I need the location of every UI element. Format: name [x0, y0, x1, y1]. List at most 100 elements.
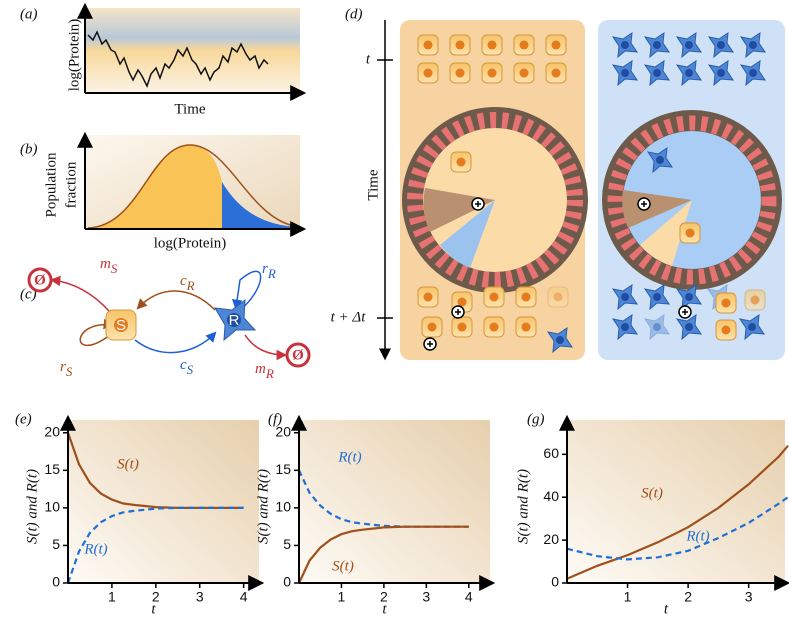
plot-background: [68, 420, 259, 583]
y-tick-label: 60: [543, 445, 559, 461]
rate-label: mS: [100, 256, 118, 276]
s-nucleus: [722, 326, 731, 335]
rate-subscript: R: [267, 266, 276, 281]
r-nucleus: [685, 323, 693, 331]
y-tick-label: 5: [283, 536, 291, 552]
rate-label: rS: [60, 359, 73, 379]
r-nucleus: [656, 156, 664, 164]
y-tick-label: 20: [44, 423, 60, 439]
y-axis-label: log(Protein): [66, 19, 82, 92]
panel-label: (f): [268, 411, 282, 427]
s-nucleus: [456, 41, 465, 50]
r-nucleus: [749, 41, 757, 49]
y-tick-label: 40: [543, 488, 559, 504]
r-nucleus: [621, 293, 629, 301]
panel-background: [85, 8, 300, 93]
time-label: t + Δt: [331, 309, 367, 325]
arrow: [135, 333, 215, 353]
r-nucleus: [653, 323, 661, 331]
rate-subscript: R: [265, 366, 274, 381]
y-tick-label: 15: [275, 461, 291, 477]
s-nucleus: [457, 158, 466, 167]
plot-background: [299, 420, 490, 583]
rate-symbol: m: [255, 361, 266, 377]
rate-subscript: R: [186, 278, 195, 293]
y-tick-label: 0: [52, 574, 60, 590]
y-tick-label: 15: [44, 461, 60, 477]
s-nucleus: [686, 229, 695, 238]
series-label: R(t): [685, 528, 709, 544]
y-tick-label: 5: [52, 536, 60, 552]
s-nucleus: [424, 41, 433, 50]
x-tick-label: 4: [240, 589, 248, 605]
arrow: [138, 291, 215, 310]
plot-background: [567, 420, 785, 583]
sink-label: Ø: [292, 347, 304, 363]
r-nucleus: [685, 293, 693, 301]
sink-label: Ø: [34, 272, 46, 288]
series-label: R(t): [337, 449, 361, 465]
x-tick-label: 1: [338, 589, 346, 605]
s-nucleus: [458, 298, 467, 307]
s-nucleus: [522, 323, 531, 332]
x-tick-label: 2: [684, 589, 692, 605]
arrow: [245, 335, 285, 355]
r-nucleus: [749, 69, 757, 77]
r-nucleus: [653, 293, 661, 301]
r-nucleus: [653, 41, 661, 49]
r-nucleus: [556, 336, 564, 344]
y-axis-label: Population: [43, 152, 59, 218]
panel-a: (a) log(Protein) Time: [20, 6, 303, 117]
r-nucleus: [653, 69, 661, 77]
s-nucleus: [428, 323, 437, 332]
y-axis-label: S(t) and R(t): [515, 469, 531, 544]
r-nucleus: [748, 323, 756, 331]
panel-b: (b) Population fraction log(Protein): [20, 135, 303, 251]
y-tick-label: 10: [44, 499, 60, 515]
rate-label: mR: [255, 361, 274, 381]
time-label: t: [366, 51, 371, 67]
panel-c: (c) S R Ø Ø mScRrRrScSmR: [20, 256, 309, 381]
r-nucleus: [717, 69, 725, 77]
x-tick-label: 1: [624, 589, 632, 605]
rate-subscript: S: [111, 261, 118, 276]
x-tick-label: 4: [465, 589, 473, 605]
x-tick-label: 1: [108, 589, 116, 605]
node-label: R: [229, 312, 240, 329]
figure: (a) log(Protein) Time (b) Population fra…: [0, 0, 789, 618]
s-nucleus: [490, 323, 499, 332]
y-tick-label: 0: [551, 574, 559, 590]
r-nucleus: [621, 69, 629, 77]
s-nucleus: [488, 41, 497, 50]
s-nucleus: [552, 41, 561, 50]
y-tick-label: 20: [543, 531, 559, 547]
s-nucleus: [424, 69, 433, 78]
s-nucleus: [520, 69, 529, 78]
s-nucleus: [554, 293, 563, 302]
arrow: [52, 280, 110, 312]
s-nucleus: [751, 296, 760, 305]
r-nucleus: [621, 41, 629, 49]
rate-label: rR: [262, 261, 276, 281]
axis-label: Time: [365, 169, 381, 200]
r-nucleus: [685, 41, 693, 49]
node-label: S: [116, 317, 126, 334]
s-nucleus: [522, 293, 531, 302]
panel-label: (b): [20, 141, 38, 157]
rate-subscript: S: [66, 364, 73, 379]
y-axis-label: S(t) and R(t): [255, 469, 271, 544]
s-nucleus: [488, 69, 497, 78]
x-axis-label: t: [664, 601, 669, 617]
s-nucleus: [458, 323, 467, 332]
x-tick-label: 3: [196, 589, 204, 605]
series-label: S(t): [117, 456, 139, 472]
series-label: S(t): [332, 558, 354, 574]
s-nucleus: [424, 293, 433, 302]
s-nucleus: [552, 69, 561, 78]
series-label: S(t): [641, 485, 663, 501]
panel-d: (d) t Time t + Δt: [331, 6, 785, 360]
panel-label: (a): [20, 6, 38, 22]
s-nucleus: [520, 41, 529, 50]
rate-symbol: m: [100, 256, 111, 272]
